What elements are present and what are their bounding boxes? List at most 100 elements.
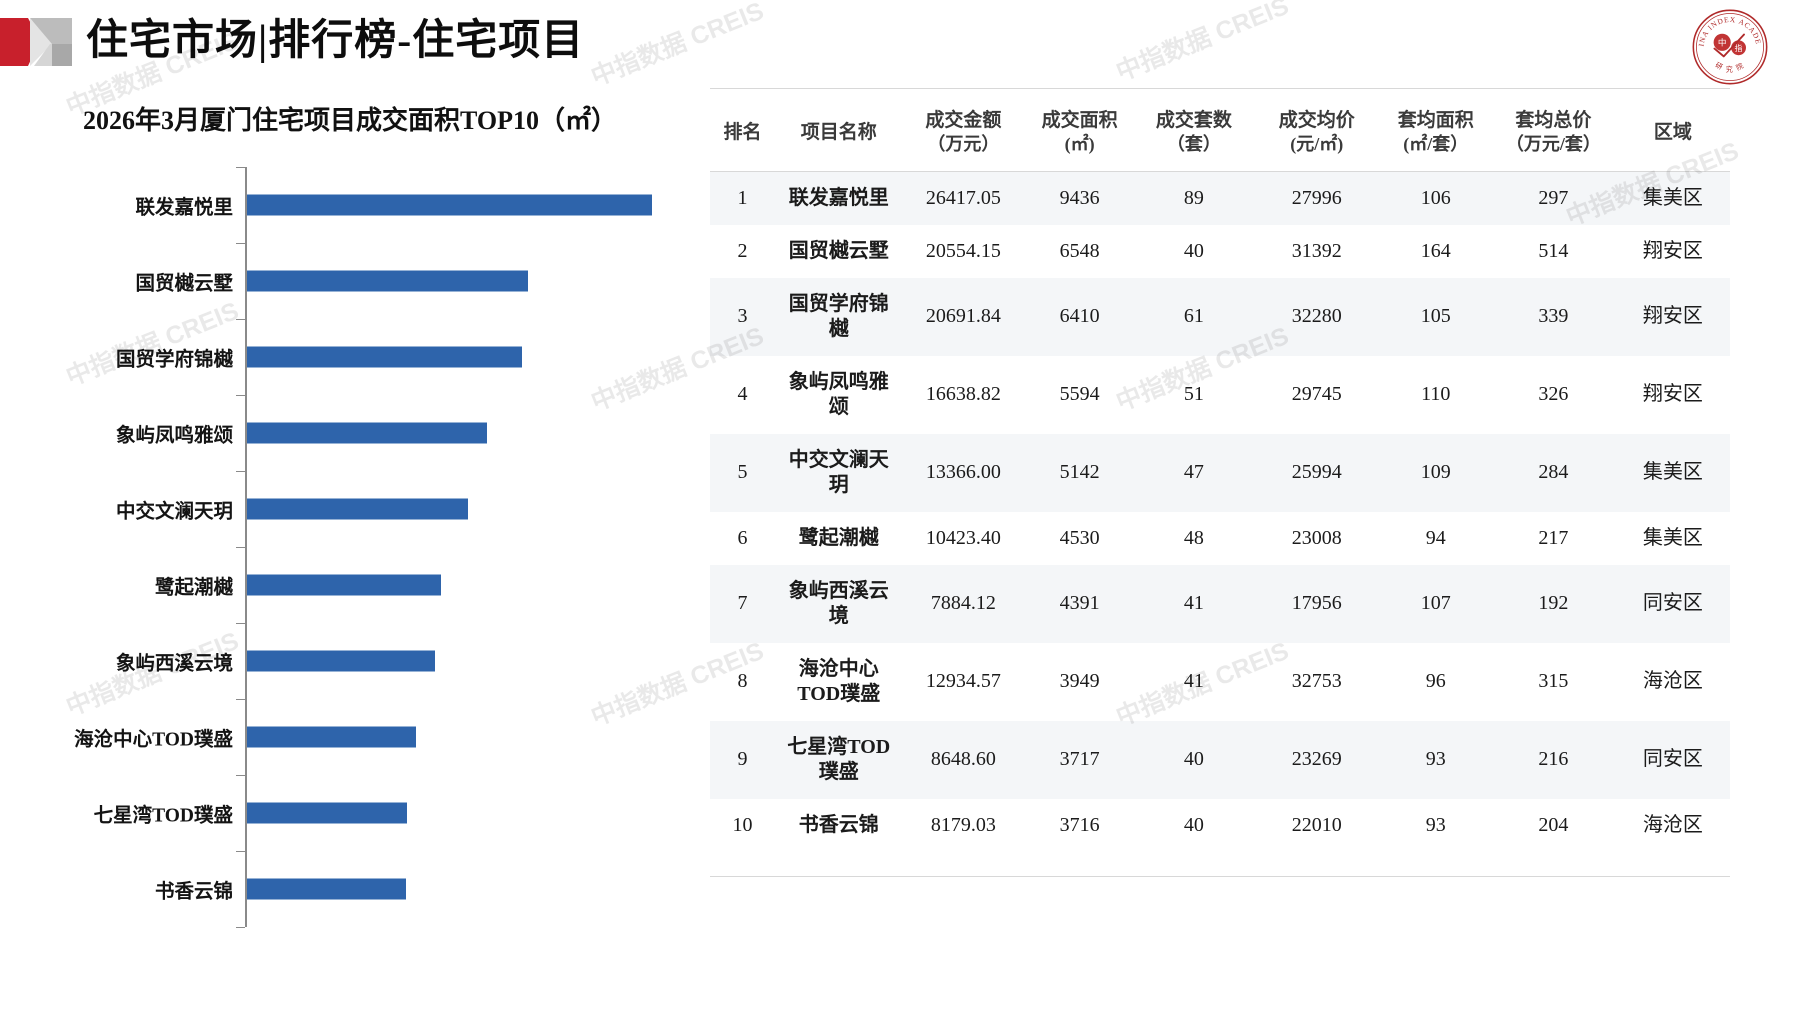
table-row: 6 鹭起潮樾 10423.40 4530 48 23008 94 217 集美区	[710, 511, 1730, 565]
column-header-area: 成交面积 (㎡)	[1024, 96, 1135, 172]
cell-uarea: 93	[1380, 720, 1491, 799]
cell-rank: 7	[710, 564, 775, 643]
column-header-name: 项目名称	[774, 96, 903, 172]
cell-area: 9436	[1024, 171, 1135, 225]
column-header-label: 成交面积	[1041, 110, 1118, 131]
cell-units: 41	[1134, 564, 1253, 643]
cell-name: 象屿凤鸣雅颂	[774, 355, 903, 434]
axis-tick	[236, 243, 245, 244]
cell-dist: 集美区	[1615, 511, 1730, 565]
cell-amount: 12934.57	[902, 642, 1025, 721]
cell-area: 3717	[1024, 720, 1135, 799]
table-row: 9 七星湾TOD璞盛 8648.60 3717 40 23269 93 216 同安区	[710, 720, 1730, 799]
bar-row: 海沧中心TOD璞盛	[40, 699, 670, 775]
cell-dist: 翔安区	[1615, 355, 1730, 434]
bar	[247, 270, 528, 292]
cell-price: 17956	[1252, 564, 1381, 643]
column-header-amount: 成交金额 （万元）	[902, 96, 1025, 172]
cell-amount: 26417.05	[902, 171, 1025, 225]
cell-price: 23008	[1252, 511, 1381, 565]
cell-rank: 8	[710, 642, 775, 721]
column-header-label: 项目名称	[800, 121, 877, 143]
bar-category-label: 国贸学府锦樾	[115, 349, 233, 371]
cell-rank: 10	[710, 798, 775, 852]
axis-tick	[236, 547, 245, 548]
cell-units: 61	[1134, 277, 1253, 356]
header-divider	[710, 88, 1730, 89]
cell-amount: 20554.15	[902, 224, 1025, 278]
cell-uarea: 96	[1380, 642, 1491, 721]
column-header-label: 区域	[1653, 121, 1692, 143]
cell-dist: 集美区	[1615, 433, 1730, 512]
bar-row: 象屿西溪云境	[40, 623, 670, 699]
column-header-label: 成交金额	[925, 110, 1002, 131]
cell-amount: 8648.60	[902, 720, 1025, 799]
cell-utotal: 514	[1490, 224, 1616, 278]
category-axis	[245, 167, 247, 927]
bar-row: 七星湾TOD璞盛	[40, 775, 670, 851]
cell-name: 书香云锦	[774, 798, 903, 852]
cell-dist: 同安区	[1615, 720, 1730, 799]
bar	[247, 422, 487, 444]
cell-price: 31392	[1252, 224, 1381, 278]
cell-units: 40	[1134, 224, 1253, 278]
bar-category-label: 象屿凤鸣雅颂	[115, 425, 233, 447]
bar	[247, 346, 522, 368]
cell-rank: 5	[710, 433, 775, 512]
cell-uarea: 107	[1380, 564, 1491, 643]
table-row: 5 中交文澜天玥 13366.00 5142 47 25994 109 284 集美区	[710, 433, 1730, 512]
cell-units: 40	[1134, 720, 1253, 799]
cell-area: 3949	[1024, 642, 1135, 721]
cell-amount: 20691.84	[902, 277, 1025, 356]
table-row: 10 书香云锦 8179.03 3716 40 22010 93 204 海沧区	[710, 798, 1730, 852]
bar	[247, 574, 441, 596]
page-title: 住宅市场|排行榜-住宅项目	[86, 18, 585, 64]
cell-area: 3716	[1024, 798, 1135, 852]
column-header-unit: (㎡)	[1064, 134, 1095, 155]
column-header-unit: （万元/套）	[1505, 134, 1601, 155]
table-body: 1 联发嘉悦里 26417.05 9436 89 27996 106 297 集美区 2 国贸樾云墅…	[710, 171, 1730, 852]
cell-rank: 3	[710, 277, 775, 356]
table-row: 1 联发嘉悦里 26417.05 9436 89 27996 106 297 集美区	[710, 171, 1730, 225]
cell-name: 国贸樾云墅	[774, 224, 903, 278]
creis-brand-mark-icon	[0, 14, 72, 70]
cell-utotal: 284	[1490, 433, 1616, 512]
cell-dist: 同安区	[1615, 564, 1730, 643]
column-header-price: 成交均价 (元/㎡)	[1252, 96, 1381, 172]
cell-amount: 8179.03	[902, 798, 1025, 852]
chart-panel: 2026年3月厦门住宅项目成交面积TOP10（㎡） 联发嘉悦里 国贸樾云墅 国贸学府…	[0, 92, 700, 1010]
cell-price: 32280	[1252, 277, 1381, 356]
axis-tick	[236, 699, 245, 700]
cell-uarea: 93	[1380, 798, 1491, 852]
column-header-unit: （套）	[1166, 134, 1221, 155]
svg-text:中: 中	[1718, 36, 1727, 47]
bar	[247, 650, 435, 672]
cell-utotal: 297	[1490, 171, 1616, 225]
table-bottom-divider	[710, 875, 1730, 877]
bar-row: 联发嘉悦里	[40, 167, 670, 243]
cell-utotal: 217	[1490, 511, 1616, 565]
bar-category-label: 七星湾TOD璞盛	[93, 805, 233, 827]
cell-utotal: 192	[1490, 564, 1616, 643]
bar-chart-plot-area: 联发嘉悦里 国贸樾云墅 国贸学府锦樾 象屿凤鸣雅颂 中交文澜天玥 鹭起潮樾 象屿西溪云境 海沧…	[40, 167, 670, 928]
column-header-label: 套均总价	[1515, 110, 1592, 131]
bar-row: 象屿凤鸣雅颂	[40, 395, 670, 471]
axis-tick	[236, 851, 245, 852]
column-header-unit: (元/㎡)	[1290, 134, 1344, 155]
column-header-unit: (㎡/套）	[1403, 134, 1469, 155]
table-row: 8 海沧中心TOD璞盛 12934.57 3949 41 32753 96 315 海沧区	[710, 642, 1730, 721]
ranking-table-panel: 排名 项目名称 成交金额 （万元） 成交面积 (㎡) 成交套数 （套） 成交均价 (元/㎡) 套均面…	[710, 96, 1730, 877]
axis-tick	[236, 623, 245, 624]
axis-tick	[236, 775, 245, 776]
bar	[247, 498, 468, 520]
column-header-units: 成交套数 （套）	[1134, 96, 1253, 172]
column-header-label: 成交套数	[1155, 110, 1232, 131]
cell-uarea: 106	[1380, 171, 1491, 225]
cell-uarea: 105	[1380, 277, 1491, 356]
bar	[247, 194, 652, 216]
cell-dist: 海沧区	[1615, 798, 1730, 852]
cell-price: 22010	[1252, 798, 1381, 852]
cell-area: 4530	[1024, 511, 1135, 565]
cell-price: 29745	[1252, 355, 1381, 434]
cell-utotal: 216	[1490, 720, 1616, 799]
